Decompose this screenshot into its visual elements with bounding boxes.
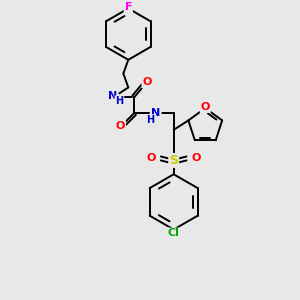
Text: O: O [146,154,156,164]
Text: N: N [108,91,117,101]
Text: F: F [124,2,132,13]
Text: O: O [192,154,201,164]
Text: Cl: Cl [168,229,180,238]
Text: O: O [201,102,210,112]
Text: H: H [115,96,124,106]
Text: N: N [151,108,160,118]
Text: S: S [169,154,178,167]
Text: O: O [116,121,125,131]
Text: O: O [142,77,152,88]
Text: H: H [146,115,154,125]
